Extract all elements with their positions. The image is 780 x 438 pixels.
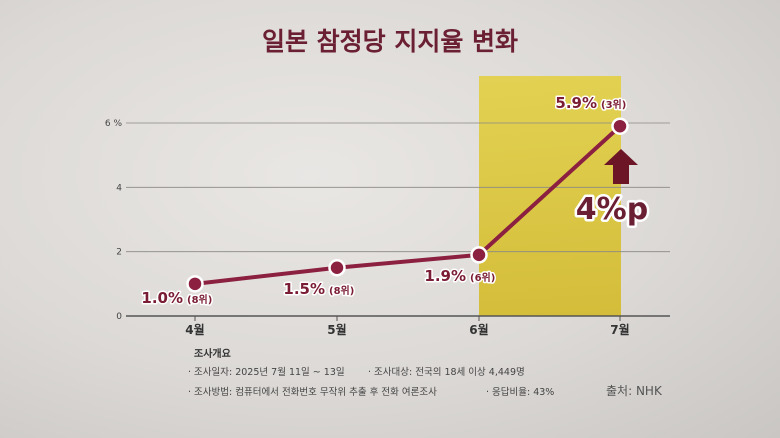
survey-heading: 조사개요 <box>194 347 231 360</box>
data-label: 1.0% <box>141 289 183 307</box>
data-point <box>186 275 204 293</box>
data-point <box>470 246 488 264</box>
y-tick-label: 0 <box>116 312 122 322</box>
survey-method: · 조사방법: 컴퓨터에서 전화번호 무작위 추출 후 전화 여론조사 <box>188 386 437 398</box>
data-label: 1.5% <box>283 280 325 298</box>
x-tick-label: 5월 <box>327 322 346 337</box>
data-label: 1.9% <box>424 267 466 285</box>
data-label: 5.9% <box>555 94 597 112</box>
survey-target: · 조사대상: 전국의 18세 이상 4,449명 <box>368 367 525 378</box>
data-point <box>328 259 346 277</box>
source-credit: 출처: NHK <box>606 384 663 398</box>
x-tick-label: 4월 <box>185 322 204 337</box>
change-annotation: 4%p <box>576 192 648 227</box>
up-arrow-icon <box>604 149 638 184</box>
x-tick-label: 6월 <box>469 322 488 337</box>
survey-date: · 조사일자: 2025년 7월 11일 ~ 13일 <box>188 366 345 378</box>
rank-label: (3위) <box>601 98 626 111</box>
chart-title: 일본 참정당 지지율 변화 <box>262 27 518 56</box>
rank-label: (6위) <box>470 271 495 284</box>
series-line <box>193 124 622 286</box>
y-tick-label: 2 <box>116 248 122 258</box>
y-tick-label: 6 % <box>105 119 123 129</box>
y-tick-label: 4 <box>116 183 122 193</box>
survey-response-rate: · 응답비율: 43% <box>486 386 554 398</box>
data-point <box>611 117 629 135</box>
rank-label: (8위) <box>329 284 354 297</box>
x-tick-label: 7월 <box>610 322 629 337</box>
rank-label: (8위) <box>187 293 212 306</box>
highlight-band-july <box>479 76 621 316</box>
